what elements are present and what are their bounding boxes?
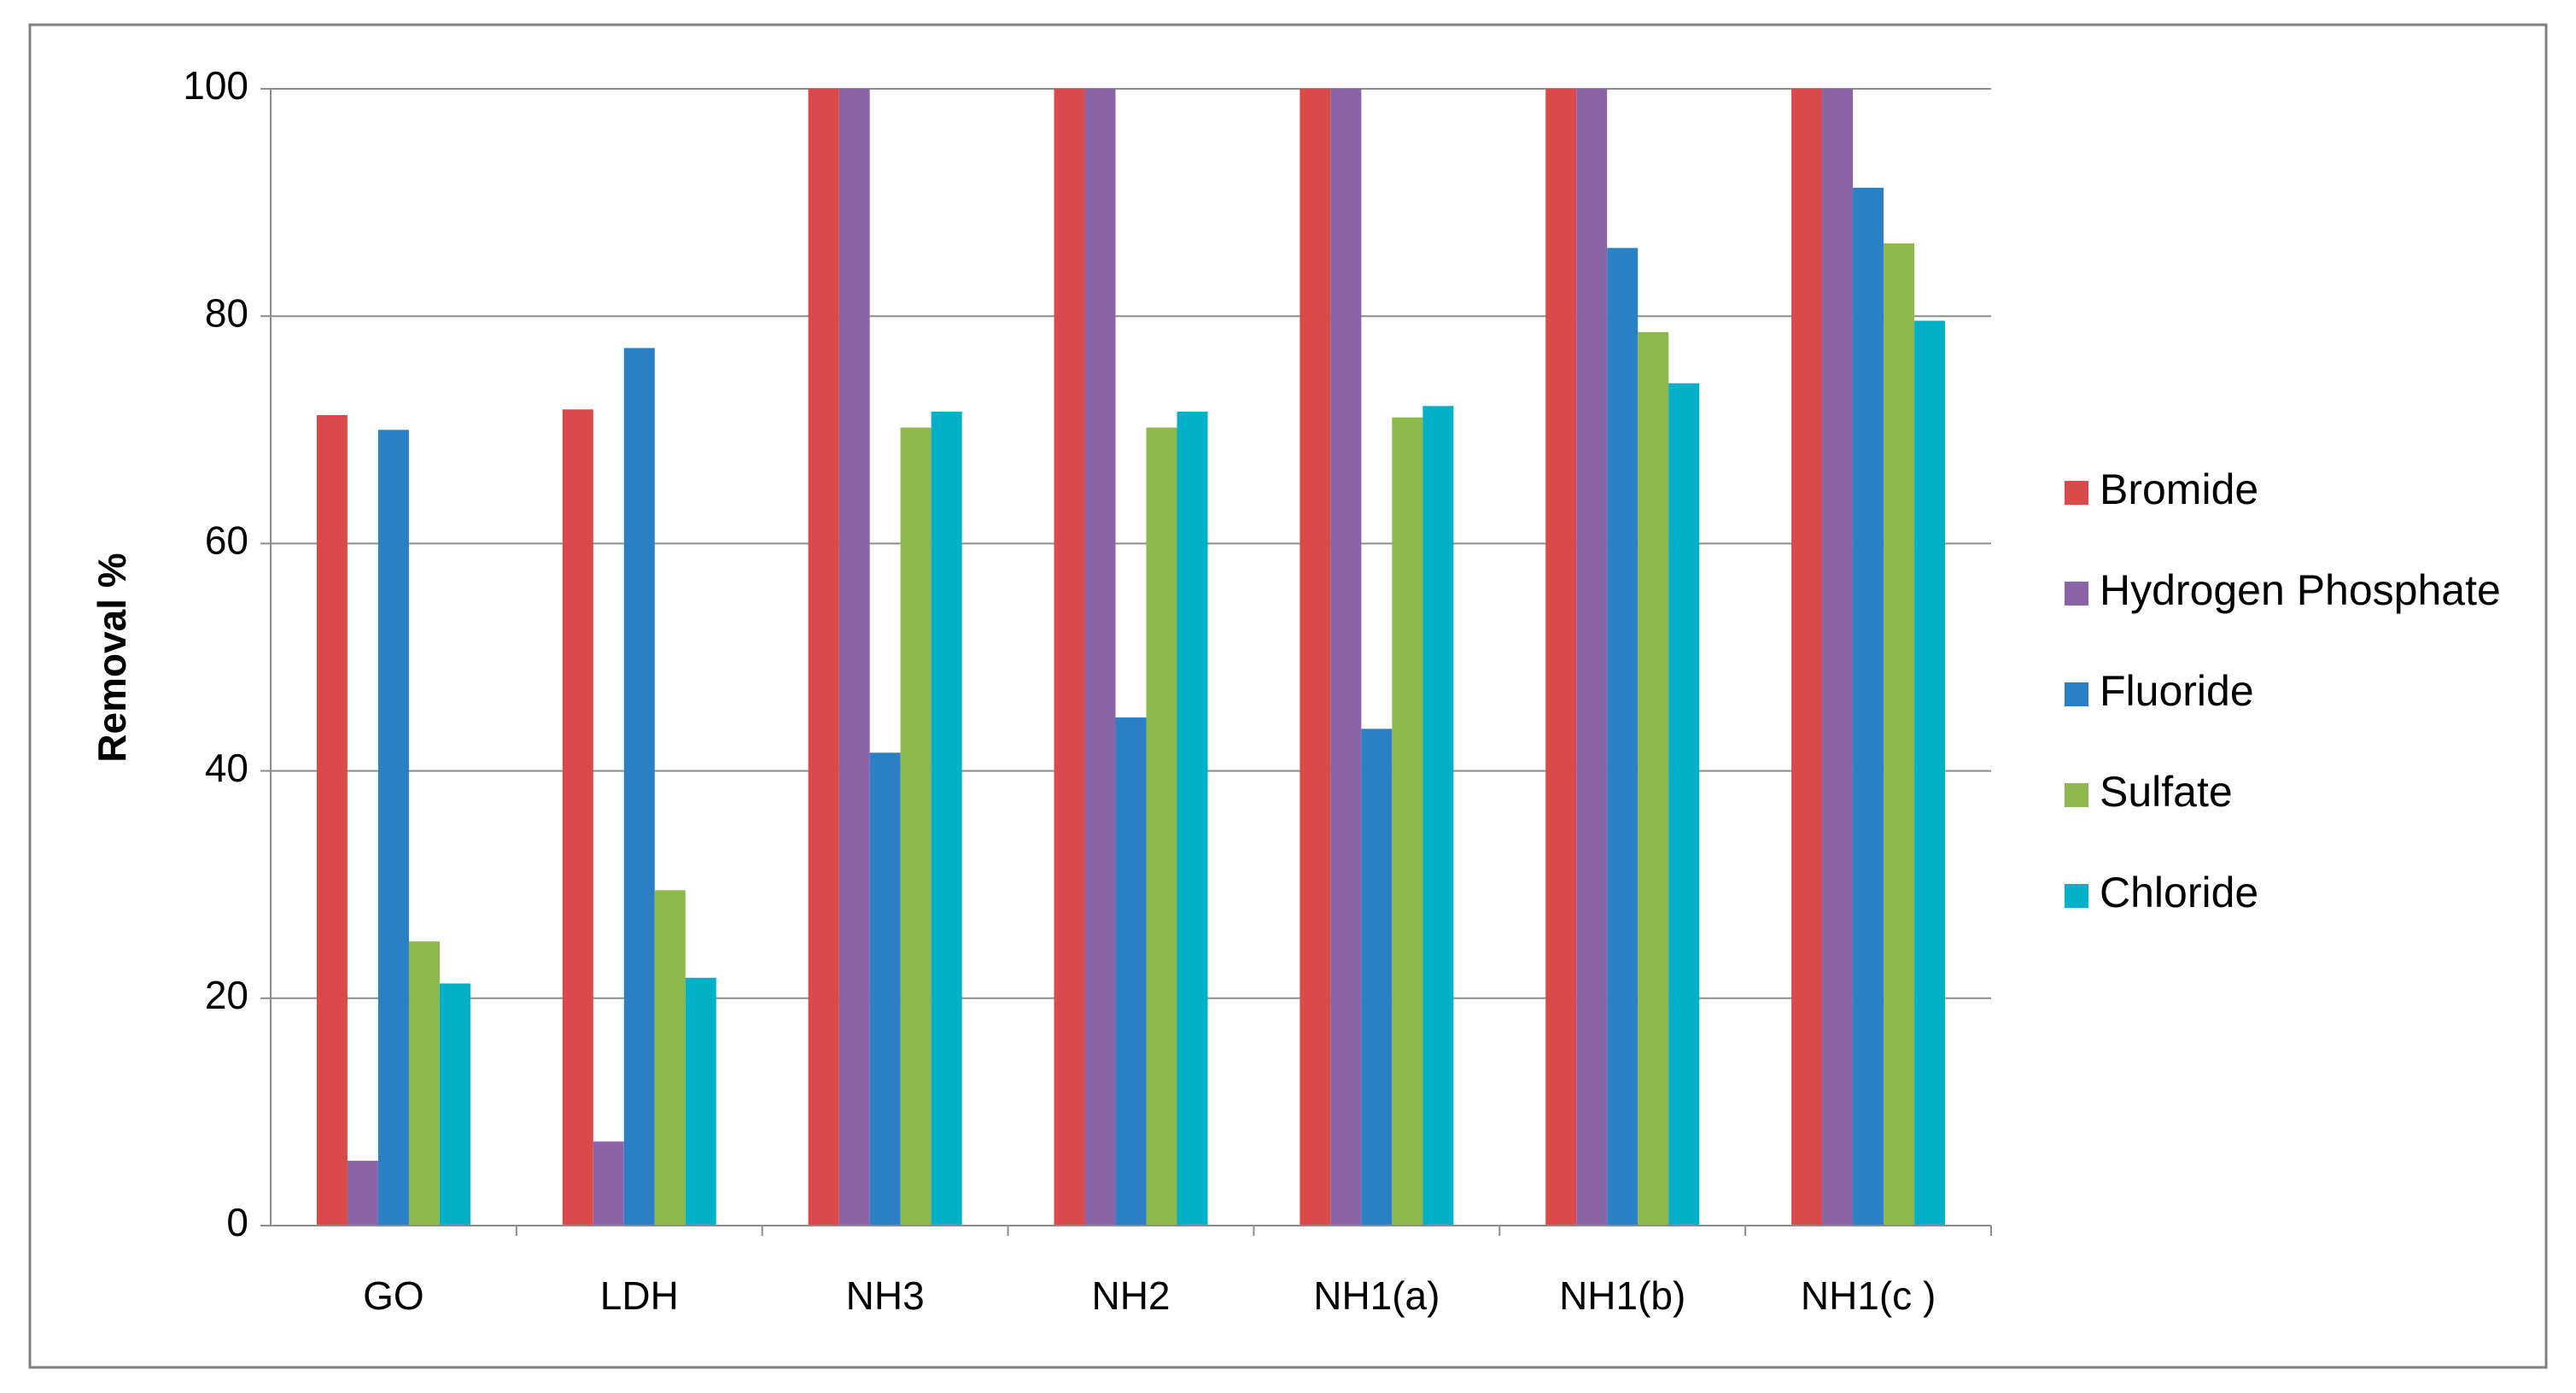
bar — [1361, 729, 1393, 1226]
bar — [1607, 248, 1638, 1226]
x-tick-label: LDH — [600, 1273, 679, 1318]
bar — [1853, 187, 1884, 1226]
bar — [1822, 89, 1854, 1226]
bar — [654, 890, 686, 1226]
legend-swatch — [2065, 884, 2088, 908]
bar — [1115, 717, 1147, 1226]
bar — [838, 89, 870, 1226]
bar — [408, 941, 440, 1226]
y-tick-label: 80 — [205, 290, 248, 335]
bar — [1054, 89, 1085, 1226]
x-tick-label: GO — [363, 1273, 424, 1318]
y-tick-label: 40 — [205, 746, 248, 790]
bar — [1791, 89, 1823, 1226]
x-tick-label: NH1(b) — [1559, 1273, 1685, 1318]
bar — [900, 427, 932, 1226]
legend-swatch — [2065, 582, 2088, 606]
x-tick-label: NH3 — [846, 1273, 925, 1318]
bar — [562, 409, 593, 1226]
bar — [1668, 383, 1700, 1226]
bar — [1330, 89, 1362, 1226]
bar — [623, 348, 655, 1226]
bar — [931, 412, 962, 1226]
bar — [1884, 243, 1915, 1226]
bar — [685, 977, 716, 1226]
x-tick-label: NH1(c ) — [1801, 1273, 1936, 1318]
bar — [1638, 331, 1669, 1226]
bar — [593, 1141, 624, 1226]
legend-swatch — [2065, 682, 2088, 706]
legend-swatch — [2065, 481, 2088, 505]
x-tick-label: NH1(a) — [1313, 1273, 1440, 1318]
y-axis-title: Removal % — [90, 553, 134, 762]
bar — [347, 1161, 378, 1226]
y-tick-label: 60 — [205, 518, 248, 563]
y-tick-label: 20 — [205, 973, 248, 1017]
y-tick-label: 0 — [226, 1200, 248, 1244]
bar — [1576, 89, 1608, 1226]
bar — [1300, 89, 1331, 1226]
legend-text: Bromide — [2100, 465, 2258, 513]
bar — [808, 89, 839, 1226]
bar — [1392, 417, 1423, 1226]
bar — [316, 414, 348, 1226]
legend-text: Sulfate — [2100, 768, 2233, 816]
bar — [1177, 412, 1208, 1226]
y-tick-label: 100 — [183, 63, 248, 108]
bar — [1914, 320, 1946, 1226]
bar — [377, 430, 409, 1226]
x-tick-label: NH2 — [1091, 1273, 1170, 1318]
bar — [439, 983, 470, 1226]
bar — [1545, 89, 1577, 1226]
legend-text: Chloride — [2100, 869, 2258, 916]
bar — [1146, 427, 1177, 1226]
bar — [1422, 406, 1454, 1226]
legend-text: Hydrogen Phosphate — [2100, 566, 2501, 614]
legend-text: Fluoride — [2100, 667, 2254, 715]
bar — [1084, 89, 1116, 1226]
bar — [869, 752, 901, 1226]
legend-swatch — [2065, 783, 2088, 807]
